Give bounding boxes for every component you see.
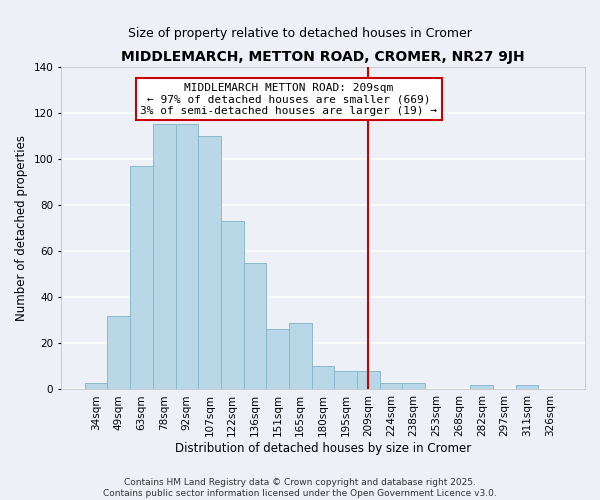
Text: Size of property relative to detached houses in Cromer: Size of property relative to detached ho…: [128, 28, 472, 40]
Text: MIDDLEMARCH METTON ROAD: 209sqm
← 97% of detached houses are smaller (669)
3% of: MIDDLEMARCH METTON ROAD: 209sqm ← 97% of…: [140, 82, 437, 116]
Text: Contains HM Land Registry data © Crown copyright and database right 2025.
Contai: Contains HM Land Registry data © Crown c…: [103, 478, 497, 498]
Bar: [107, 316, 130, 390]
Bar: [266, 330, 289, 390]
Bar: [244, 262, 266, 390]
Bar: [334, 371, 357, 390]
Bar: [176, 124, 198, 390]
Bar: [516, 385, 538, 390]
X-axis label: Distribution of detached houses by size in Cromer: Distribution of detached houses by size …: [175, 442, 471, 455]
Bar: [198, 136, 221, 390]
Bar: [85, 382, 107, 390]
Bar: [221, 221, 244, 390]
Title: MIDDLEMARCH, METTON ROAD, CROMER, NR27 9JH: MIDDLEMARCH, METTON ROAD, CROMER, NR27 9…: [121, 50, 525, 64]
Y-axis label: Number of detached properties: Number of detached properties: [15, 135, 28, 321]
Bar: [357, 371, 380, 390]
Bar: [380, 382, 403, 390]
Bar: [403, 382, 425, 390]
Bar: [153, 124, 176, 390]
Bar: [470, 385, 493, 390]
Bar: [289, 322, 311, 390]
Bar: [311, 366, 334, 390]
Bar: [130, 166, 153, 390]
